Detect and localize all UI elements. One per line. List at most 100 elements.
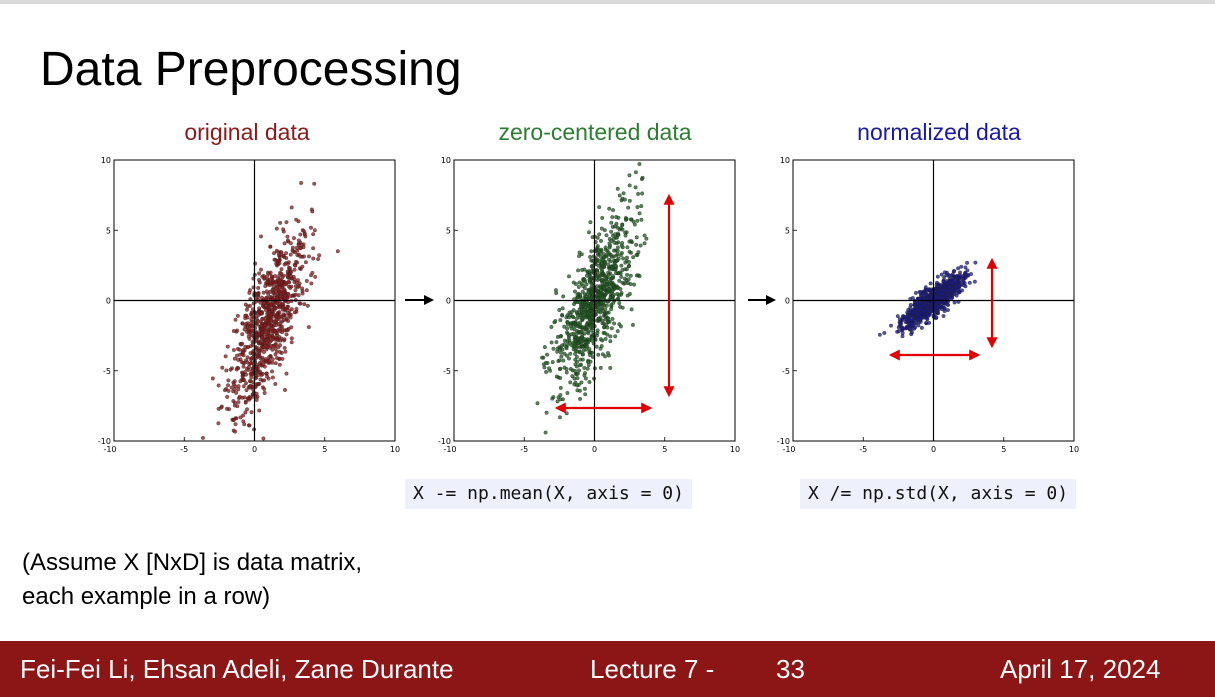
data-point xyxy=(242,395,247,400)
data-point xyxy=(625,245,630,250)
data-point xyxy=(301,254,306,259)
y-tick-label: 5 xyxy=(785,226,790,235)
data-point xyxy=(928,281,933,286)
x-tick-label: 10 xyxy=(730,445,740,454)
data-point xyxy=(535,401,540,406)
data-point xyxy=(948,288,953,293)
data-point xyxy=(947,285,952,289)
data-point xyxy=(569,310,574,315)
data-point xyxy=(587,230,591,235)
data-point xyxy=(877,332,882,337)
data-point xyxy=(633,185,638,190)
data-point xyxy=(303,260,308,265)
data-point xyxy=(941,279,946,284)
data-point xyxy=(602,252,607,257)
data-point xyxy=(285,261,290,266)
data-point xyxy=(955,291,960,295)
y-tick-label: 0 xyxy=(785,297,790,306)
data-point xyxy=(272,320,277,324)
data-point xyxy=(604,233,609,238)
data-point xyxy=(575,376,580,381)
data-point xyxy=(285,328,290,333)
data-point xyxy=(635,205,640,210)
data-point xyxy=(634,253,639,257)
data-point xyxy=(244,381,248,386)
data-point xyxy=(586,311,591,315)
data-point xyxy=(579,330,584,334)
data-point xyxy=(561,294,566,299)
data-point xyxy=(565,320,570,325)
data-point xyxy=(285,273,290,278)
data-point xyxy=(560,306,565,311)
data-point xyxy=(235,313,240,318)
data-point xyxy=(248,385,253,390)
data-point xyxy=(925,306,930,311)
data-point xyxy=(642,233,647,238)
data-point xyxy=(233,429,238,434)
data-point xyxy=(277,356,282,361)
data-point xyxy=(568,351,573,356)
data-point xyxy=(274,226,279,231)
data-point xyxy=(615,249,620,253)
data-point xyxy=(911,307,916,312)
slide-title: Data Preprocessing xyxy=(40,43,462,96)
data-point xyxy=(622,197,627,202)
data-point xyxy=(292,310,297,315)
data-point xyxy=(267,334,272,339)
data-point xyxy=(595,235,600,240)
data-point xyxy=(598,285,603,290)
data-point xyxy=(259,311,264,316)
data-point xyxy=(245,307,249,312)
footer-lecture: Lecture 7 - xyxy=(590,654,715,684)
data-point xyxy=(289,294,294,299)
data-point xyxy=(241,349,246,354)
data-point xyxy=(598,310,603,315)
data-point xyxy=(236,384,241,389)
data-point xyxy=(619,274,624,279)
data-point xyxy=(301,229,306,233)
x-tick-label: -5 xyxy=(859,445,867,454)
data-point xyxy=(558,397,563,402)
data-point xyxy=(939,272,944,277)
panel-title-normalized: normalized data xyxy=(857,119,1021,145)
data-point xyxy=(583,392,588,397)
data-point xyxy=(243,400,248,405)
data-point xyxy=(267,289,272,294)
data-point xyxy=(597,205,602,210)
data-point xyxy=(602,228,607,233)
data-point xyxy=(637,274,642,279)
data-point xyxy=(919,325,924,330)
y-tick-label: -10 xyxy=(438,437,451,446)
data-point xyxy=(269,326,274,331)
data-point xyxy=(276,253,281,258)
data-point xyxy=(583,305,588,309)
data-point xyxy=(265,295,270,300)
data-point xyxy=(912,303,917,308)
data-point xyxy=(577,280,582,285)
data-point xyxy=(299,181,304,185)
data-point xyxy=(610,316,615,321)
data-point xyxy=(300,286,305,291)
data-point xyxy=(228,367,233,372)
data-point xyxy=(307,254,311,259)
data-point xyxy=(261,290,266,295)
data-point xyxy=(232,379,237,384)
data-point xyxy=(619,292,624,297)
data-point xyxy=(596,352,601,357)
x-tick-label: 10 xyxy=(390,445,400,454)
data-point xyxy=(284,220,289,225)
data-point xyxy=(584,324,589,329)
data-point xyxy=(603,314,608,319)
data-point xyxy=(610,294,615,299)
data-point xyxy=(614,215,619,219)
data-point xyxy=(285,238,290,243)
data-point xyxy=(909,332,914,337)
data-point xyxy=(284,371,289,376)
data-point xyxy=(555,349,560,354)
data-point xyxy=(638,243,643,248)
x-tick-label: 0 xyxy=(931,445,936,454)
data-point xyxy=(597,232,602,237)
data-point xyxy=(250,324,255,329)
data-point xyxy=(946,272,951,277)
data-point xyxy=(899,321,904,326)
